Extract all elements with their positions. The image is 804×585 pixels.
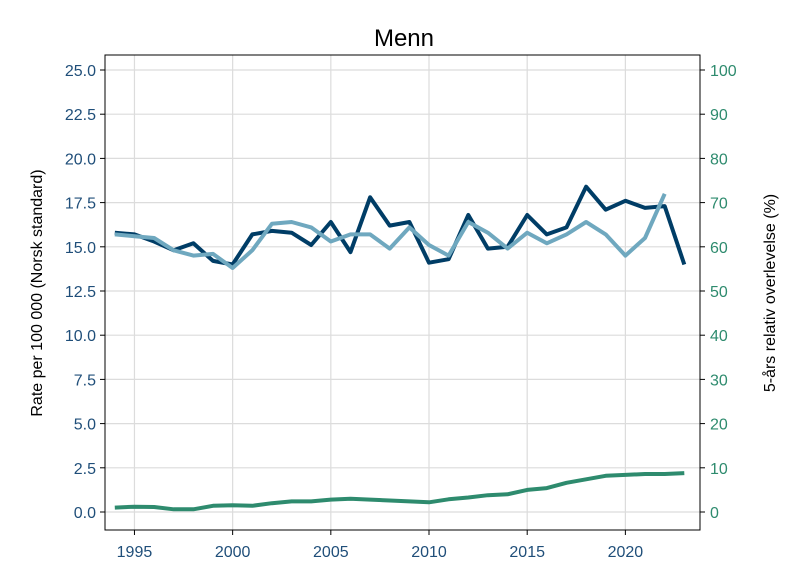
y2-axis-label: 5-års relativ overlevelse (%) — [761, 194, 779, 392]
grid — [105, 55, 700, 530]
tick-label-left: 10.0 — [65, 328, 96, 345]
series-line-1 — [115, 187, 685, 265]
tick-label-right: 10 — [710, 461, 728, 478]
tick-label-right: 40 — [710, 328, 728, 345]
tick-label-x: 2005 — [313, 544, 349, 561]
series-line-3 — [115, 473, 685, 509]
series-line-2 — [115, 194, 665, 268]
tick-label-x: 1995 — [117, 544, 153, 561]
tick-label-x: 2010 — [411, 544, 447, 561]
tick-label-right: 70 — [710, 196, 728, 213]
left-axis: 0.0 2.5 5.0 7.5 10.0 12.5 15.0 17.5 20.0 22.5 25.0 — [65, 63, 105, 522]
tick-label-left: 12.5 — [65, 284, 96, 301]
tick-label-right: 80 — [710, 151, 728, 168]
tick-label-left: 17.5 — [65, 196, 96, 213]
tick-label-left: 5.0 — [74, 417, 96, 434]
tick-label-x: 2020 — [608, 544, 644, 561]
series-group — [115, 187, 685, 510]
x-axis: 1995 2000 2005 2010 2015 2020 — [117, 530, 644, 561]
tick-label-right: 50 — [710, 284, 728, 301]
tick-label-right: 30 — [710, 372, 728, 389]
tick-label-left: 7.5 — [74, 372, 96, 389]
right-axis: 0 10 20 30 40 50 60 70 80 90 100 — [700, 63, 737, 522]
tick-label-x: 2000 — [215, 544, 251, 561]
tick-label-right: 0 — [710, 505, 719, 522]
tick-label-left: 0.0 — [74, 505, 96, 522]
tick-label-right: 60 — [710, 240, 728, 257]
tick-label-x: 2015 — [509, 544, 545, 561]
tick-label-right: 90 — [710, 107, 728, 124]
tick-label-right: 20 — [710, 417, 728, 434]
plot-area-frame — [105, 55, 700, 530]
tick-label-left: 20.0 — [65, 151, 96, 168]
tick-label-left: 2.5 — [74, 461, 96, 478]
chart: 0.0 2.5 5.0 7.5 10.0 12.5 15.0 17.5 20.0 22.5 25.0… — [0, 0, 804, 585]
tick-label-left: 22.5 — [65, 107, 96, 124]
tick-label-right: 100 — [710, 63, 737, 80]
chart-title: Menn — [374, 25, 434, 52]
y-axis-label: Rate per 100 000 (Norsk standard) — [29, 169, 46, 416]
tick-label-left: 15.0 — [65, 240, 96, 257]
tick-label-left: 25.0 — [65, 63, 96, 80]
